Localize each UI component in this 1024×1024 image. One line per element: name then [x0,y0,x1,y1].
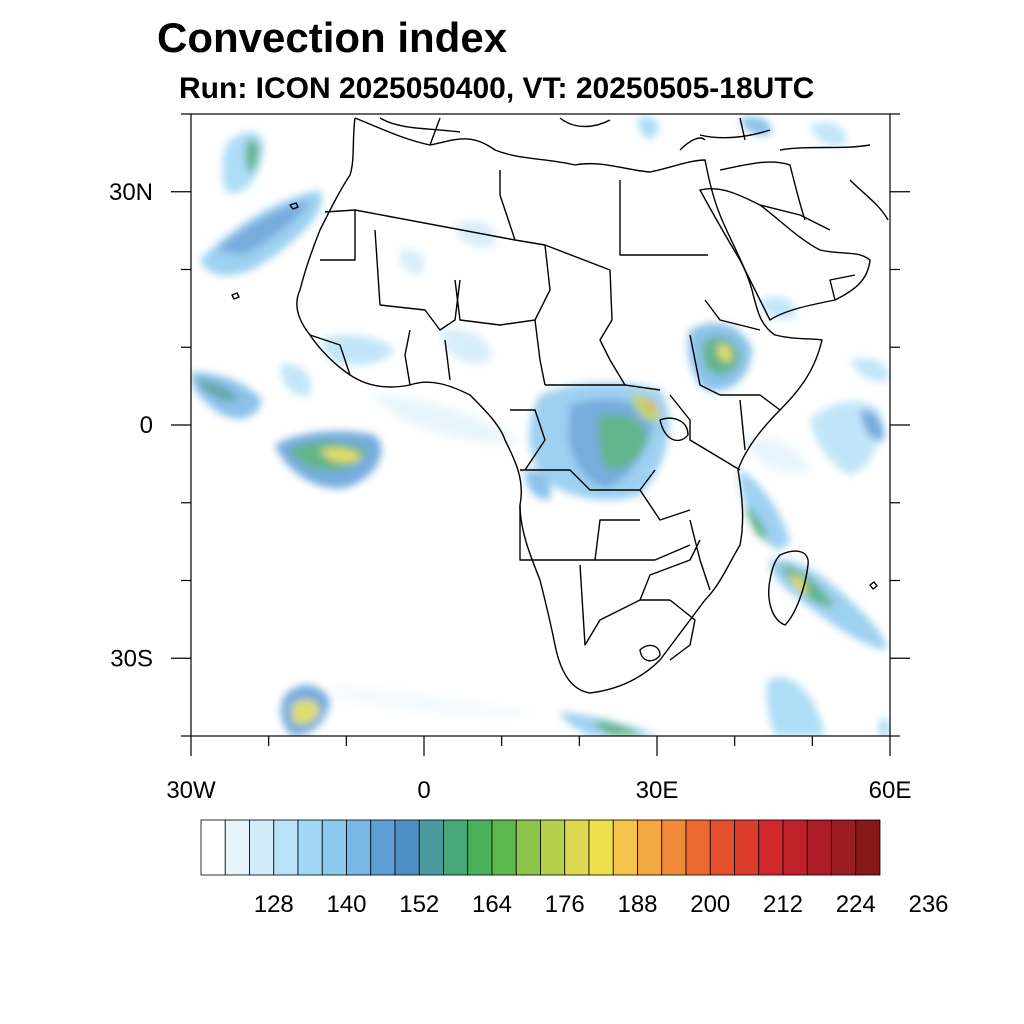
colorbar-swatch [443,819,469,876]
chart-subtitle: Run: ICON 2025050400, VT: 20250505-18UTC [179,72,815,105]
colorbar-swatch [758,819,784,876]
colorbar-swatch [637,819,663,876]
country-borders [231,117,889,694]
colorbar-swatch [346,819,372,876]
lat-label: 30N [109,179,153,206]
colorbar-swatch [831,819,857,876]
colorbar-labels: 128 140 152 164 176 188 200 212 224 236 [254,891,949,918]
colorbar-swatch [806,819,832,876]
colorbar-swatch [734,819,760,876]
lon-label: 30W [166,777,216,804]
colorbar-swatch [273,819,299,876]
axis-labels: 30N 0 30S 30W 0 30E 60E [109,179,911,804]
colorbar-swatch [782,819,808,876]
colorbar-swatch [685,819,711,876]
convection-field [191,115,890,736]
colorbar-label: 140 [326,891,366,918]
colorbar-swatch [661,819,687,876]
colorbar-swatch [709,819,735,876]
colorbar-swatch [297,819,323,876]
colorbar-label: 152 [399,891,439,918]
lat-label: 0 [140,412,153,439]
colorbar-swatch [394,819,420,876]
colorbar-swatch [540,819,566,876]
colorbar [200,819,881,876]
colorbar-swatch [418,819,444,876]
colorbar-swatch [249,819,275,876]
colorbar-swatch [491,819,517,876]
colorbar-label: 224 [836,891,876,918]
colorbar-label: 188 [617,891,657,918]
colorbar-swatch [370,819,396,876]
colorbar-label: 236 [908,891,948,918]
axis-ticks [171,113,910,756]
colorbar-label: 128 [254,891,294,918]
colorbar-swatch [564,819,590,876]
colorbar-label: 164 [472,891,512,918]
colorbar-label: 212 [763,891,803,918]
colorbar-swatch [588,819,614,876]
colorbar-swatch [612,819,638,876]
colorbar-swatch [515,819,541,876]
lon-label: 30E [636,777,679,804]
colorbar-swatch [200,819,226,876]
lon-label: 60E [869,777,912,804]
colorbar-swatch [467,819,493,876]
colorbar-swatch [224,819,250,876]
colorbar-label: 200 [690,891,730,918]
lon-label: 0 [417,777,430,804]
lat-label: 30S [110,645,153,672]
chart-title: Convection index [157,14,508,61]
colorbar-label: 176 [545,891,585,918]
colorbar-swatch [321,819,347,876]
colorbar-swatch [855,819,881,876]
